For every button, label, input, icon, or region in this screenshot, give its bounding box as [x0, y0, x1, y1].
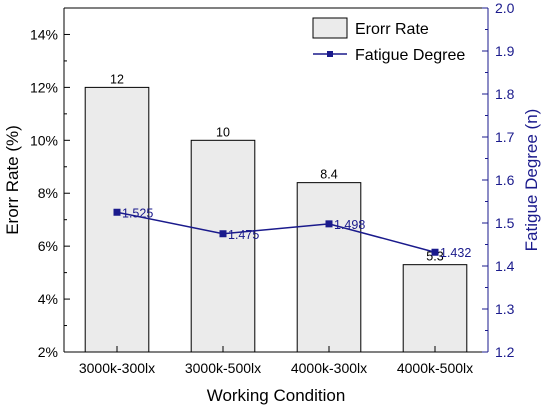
legend-line-label: Fatigue Degree	[355, 47, 465, 64]
y-tick-label: 8%	[38, 185, 58, 201]
y-right-tick-label: 1.5	[495, 215, 515, 231]
y-tick-label: 14%	[30, 26, 58, 42]
legend-line-marker	[327, 51, 333, 57]
fatigue-series: 1.525 1.475 1.498 1.432	[113, 206, 471, 260]
y-right-tick-label: 2.0	[495, 0, 515, 16]
bar	[84, 86, 150, 353]
y-right-tick-label: 1.7	[495, 129, 515, 145]
legend-bar-label: Erorr Rate	[355, 21, 429, 38]
fatigue-point	[431, 248, 439, 256]
y-axis-title: Erorr Rate (%)	[3, 125, 22, 235]
fatigue-line	[116, 211, 436, 253]
bar-value-label: 12	[110, 72, 124, 86]
x-axis-title: Working Condition	[207, 386, 346, 405]
y-right-tick-label: 1.8	[495, 86, 515, 102]
y-tick-label: 12%	[30, 79, 58, 95]
x-tick-label: 3000k-500lx	[185, 360, 261, 376]
x-tick-label: 3000k-300lx	[79, 360, 155, 376]
legend: Erorr Rate Fatigue Degree	[312, 17, 465, 64]
bar-value-label: 10	[216, 125, 230, 139]
bar-value-label: 8.4	[320, 168, 337, 182]
y-tick-label: 10%	[30, 132, 58, 148]
fatigue-value-label: 1.432	[440, 246, 471, 260]
y-right-tick-label: 1.3	[495, 301, 515, 317]
x-tick-label: 4000k-500lx	[397, 360, 473, 376]
fatigue-value-label: 1.475	[228, 228, 259, 242]
bar	[190, 139, 256, 353]
y-right-axis-title: Fatigue Degree (n)	[522, 109, 541, 252]
bar	[402, 264, 468, 353]
y-right-tick-label: 1.4	[495, 258, 515, 274]
legend-bar-swatch	[312, 17, 348, 39]
fatigue-value-label: 1.525	[122, 206, 153, 220]
y-tick-label: 4%	[38, 291, 58, 307]
fatigue-value-label: 1.498	[334, 218, 365, 232]
y-right-tick-label: 1.2	[495, 344, 515, 360]
bar-value-label: 5.3	[426, 250, 443, 264]
bars: 12 10 8.4 5.3	[84, 72, 468, 353]
y-tick-label: 6%	[38, 238, 58, 254]
axes: 2% 4% 6% 8% 10% 12% 14% 1.2 1.3 1.4 1.5 1.6 1.7 1.8 1.…	[30, 0, 515, 376]
fatigue-point	[325, 220, 333, 228]
fatigue-point	[113, 208, 121, 216]
y-right-tick-label: 1.6	[495, 172, 515, 188]
fatigue-point	[219, 230, 227, 238]
y-tick-label: 2%	[38, 344, 58, 360]
y-right-tick-label: 1.9	[495, 43, 515, 59]
x-tick-label: 4000k-300lx	[291, 360, 367, 376]
bar	[296, 182, 362, 353]
